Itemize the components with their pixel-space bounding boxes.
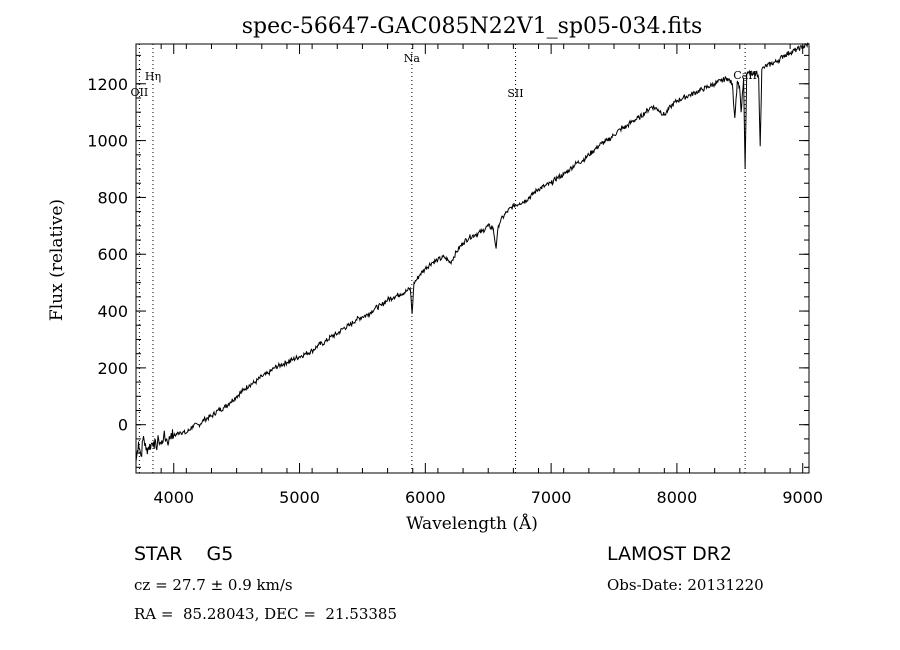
x-tick-label: 6000 [405,488,446,507]
line-marker-label: OII [131,86,149,99]
x-tick-label: 9000 [782,488,823,507]
obs-date: Obs-Date: 20131220 [607,576,764,594]
x-tick-label: 8000 [657,488,698,507]
survey-name: LAMOST DR2 [607,543,732,565]
line-marker-label: Hη [145,70,161,83]
line-marker-label: Na [404,52,421,65]
y-tick-label: 0 [118,416,128,435]
redshift-info: cz = 27.7 ± 0.9 km/s [134,576,293,594]
line-marker-label: SII [507,87,523,100]
y-axis-label: Flux (relative) [47,199,67,321]
y-tick-label: 600 [97,245,128,264]
object-class: STAR G5 [134,543,233,565]
y-tick-label: 400 [97,302,128,321]
spectral-line-markers: Hη OII Na SII CaII [131,44,757,473]
y-tick-label: 800 [97,188,128,207]
chart-title: spec-56647-GAC085N22V1_sp05-034.fits [242,14,703,39]
y-tick-label: 1000 [87,132,128,151]
y-tick-label: 200 [97,359,128,378]
line-marker-label: CaII [733,69,757,82]
x-tick-label: 4000 [153,488,194,507]
x-axis-label: Wavelength (Å) [406,513,538,534]
x-tick-label: 5000 [279,488,320,507]
x-tick-label: 7000 [531,488,572,507]
y-tick-label: 1200 [87,75,128,94]
spectrum-line [135,42,810,462]
plot-axes: 4000 5000 6000 7000 8000 9000 0 200 400 600 800 100… [87,43,823,507]
coordinates-info: RA = 85.28043, DEC = 21.53385 [134,605,397,623]
plot-frame [135,43,810,474]
